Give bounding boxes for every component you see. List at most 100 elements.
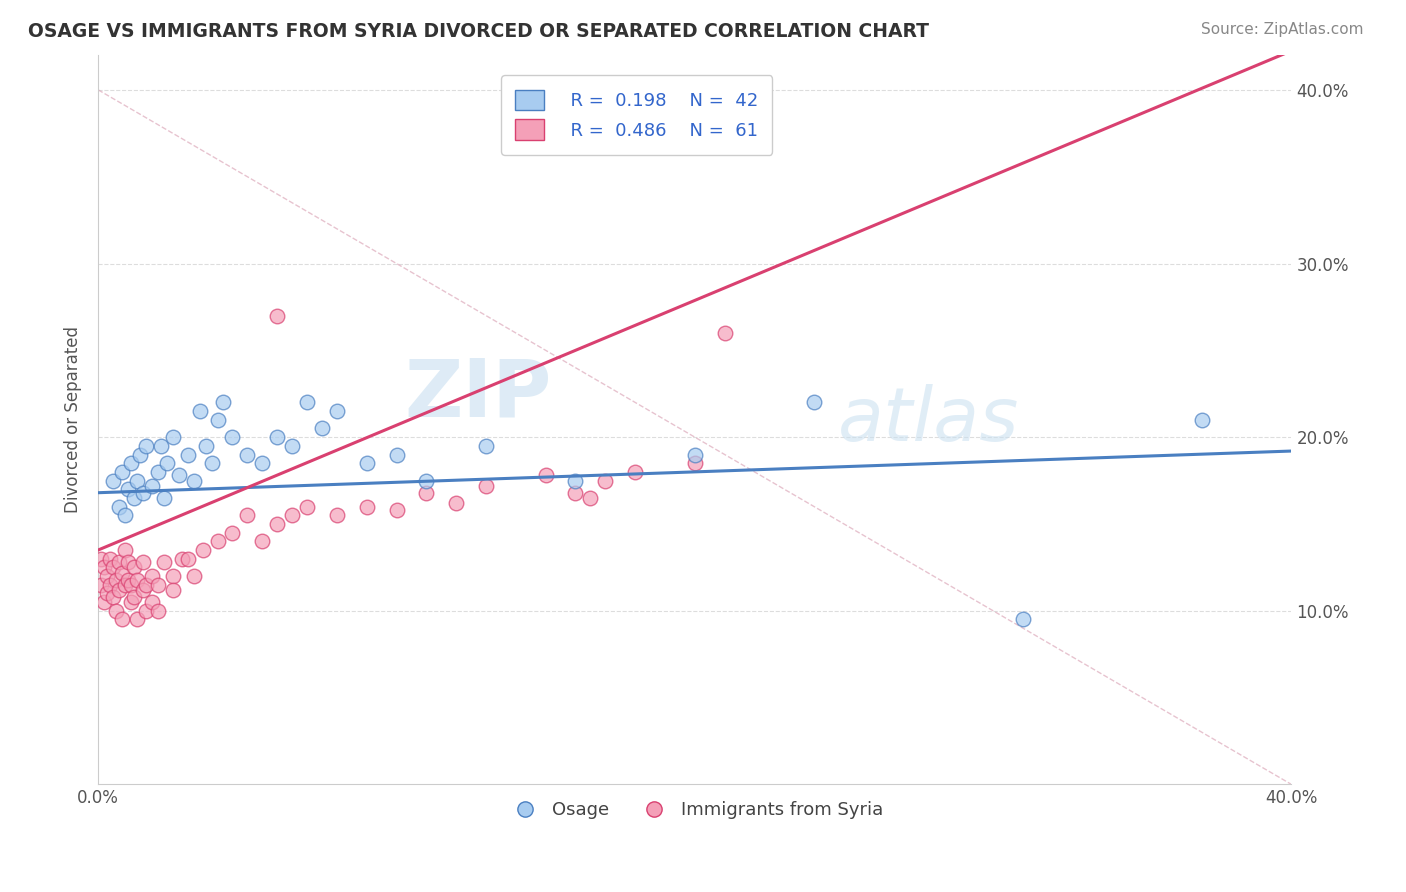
Immigrants from Syria <box>105 604 128 618</box>
Osage <box>252 456 274 470</box>
Immigrants from Syria <box>162 582 184 597</box>
Immigrants from Syria <box>101 560 124 574</box>
Osage <box>122 491 145 505</box>
Immigrants from Syria <box>120 578 142 592</box>
Osage <box>176 448 198 462</box>
Immigrants from Syria <box>236 508 259 523</box>
Osage <box>236 448 259 462</box>
Immigrants from Syria <box>444 496 467 510</box>
Osage <box>194 439 217 453</box>
Osage <box>120 456 142 470</box>
Immigrants from Syria <box>221 525 243 540</box>
Immigrants from Syria <box>295 500 318 514</box>
Immigrants from Syria <box>120 595 142 609</box>
Immigrants from Syria <box>105 573 128 587</box>
Osage <box>132 485 155 500</box>
Osage <box>207 413 229 427</box>
Immigrants from Syria <box>385 503 408 517</box>
Immigrants from Syria <box>683 456 706 470</box>
Immigrants from Syria <box>108 582 131 597</box>
Osage <box>162 430 184 444</box>
Immigrants from Syria <box>281 508 304 523</box>
Text: ZIP: ZIP <box>405 355 551 434</box>
Immigrants from Syria <box>170 551 193 566</box>
Osage <box>326 404 349 418</box>
Osage <box>212 395 235 409</box>
Immigrants from Syria <box>595 474 617 488</box>
Immigrants from Syria <box>96 586 118 600</box>
Osage <box>108 500 131 514</box>
Osage <box>188 404 211 418</box>
Osage <box>295 395 318 409</box>
Osage <box>683 448 706 462</box>
Immigrants from Syria <box>564 485 586 500</box>
Osage <box>200 456 222 470</box>
Immigrants from Syria <box>153 555 176 569</box>
Immigrants from Syria <box>475 479 498 493</box>
Osage <box>356 456 378 470</box>
Immigrants from Syria <box>125 573 148 587</box>
Osage <box>117 482 139 496</box>
Text: Source: ZipAtlas.com: Source: ZipAtlas.com <box>1201 22 1364 37</box>
Legend: Osage, Immigrants from Syria: Osage, Immigrants from Syria <box>499 794 890 827</box>
Immigrants from Syria <box>415 485 437 500</box>
Osage <box>101 474 124 488</box>
Immigrants from Syria <box>93 560 115 574</box>
Osage <box>564 474 586 488</box>
Osage <box>475 439 498 453</box>
Osage <box>385 448 408 462</box>
Immigrants from Syria <box>624 465 647 479</box>
Osage <box>803 395 825 409</box>
Immigrants from Syria <box>101 590 124 604</box>
Osage <box>135 439 157 453</box>
Immigrants from Syria <box>579 491 602 505</box>
Immigrants from Syria <box>266 309 288 323</box>
Immigrants from Syria <box>176 551 198 566</box>
Immigrants from Syria <box>713 326 735 340</box>
Osage <box>1191 413 1213 427</box>
Osage <box>221 430 243 444</box>
Osage <box>281 439 304 453</box>
Immigrants from Syria <box>162 569 184 583</box>
Immigrants from Syria <box>90 578 112 592</box>
Immigrants from Syria <box>191 543 214 558</box>
Text: atlas: atlas <box>838 384 1019 456</box>
Immigrants from Syria <box>326 508 349 523</box>
Immigrants from Syria <box>108 555 131 569</box>
Immigrants from Syria <box>117 573 139 587</box>
Immigrants from Syria <box>96 569 118 583</box>
Immigrants from Syria <box>146 604 169 618</box>
Immigrants from Syria <box>356 500 378 514</box>
Osage <box>1012 612 1035 626</box>
Immigrants from Syria <box>207 534 229 549</box>
Immigrants from Syria <box>266 516 288 531</box>
Osage <box>111 465 134 479</box>
Immigrants from Syria <box>146 578 169 592</box>
Osage <box>153 491 176 505</box>
Immigrants from Syria <box>114 543 136 558</box>
Immigrants from Syria <box>183 569 205 583</box>
Osage <box>156 456 179 470</box>
Osage <box>129 448 152 462</box>
Immigrants from Syria <box>132 582 155 597</box>
Osage <box>141 479 163 493</box>
Osage <box>146 465 169 479</box>
Osage <box>167 468 190 483</box>
Immigrants from Syria <box>125 612 148 626</box>
Osage <box>266 430 288 444</box>
Immigrants from Syria <box>111 566 134 580</box>
Osage <box>114 508 136 523</box>
Immigrants from Syria <box>93 595 115 609</box>
Text: OSAGE VS IMMIGRANTS FROM SYRIA DIVORCED OR SEPARATED CORRELATION CHART: OSAGE VS IMMIGRANTS FROM SYRIA DIVORCED … <box>28 22 929 41</box>
Immigrants from Syria <box>90 551 112 566</box>
Immigrants from Syria <box>122 560 145 574</box>
Immigrants from Syria <box>98 551 121 566</box>
Osage <box>125 474 148 488</box>
Immigrants from Syria <box>132 555 155 569</box>
Osage <box>311 421 333 435</box>
Osage <box>415 474 437 488</box>
Immigrants from Syria <box>114 578 136 592</box>
Immigrants from Syria <box>135 578 157 592</box>
Osage <box>149 439 172 453</box>
Immigrants from Syria <box>141 595 163 609</box>
